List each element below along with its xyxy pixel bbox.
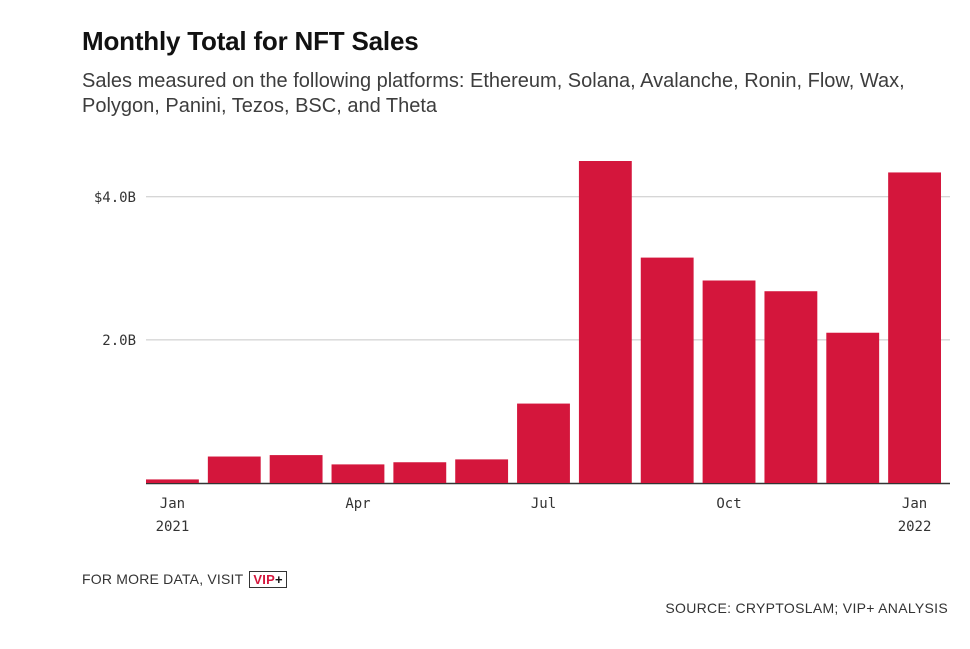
y-axis-ticks: $4.0B 2.0B (94, 190, 136, 349)
bar-may-2021 (393, 462, 447, 483)
bar-apr-2021 (331, 464, 385, 483)
x-tick-label: Oct (716, 496, 741, 512)
bar-sep-2021 (640, 257, 694, 483)
bar-jan-2021 (146, 479, 199, 483)
x-tick-label: Jul (531, 496, 556, 512)
bar-jul-2021 (517, 403, 570, 483)
chart-subtitle: Sales measured on the following platform… (82, 70, 905, 117)
x-tick-year-label: 2021 (156, 519, 190, 535)
bar-chart: $4.0B 2.0B Jan 2021 Apr Jul Oct Jan 2022 (94, 161, 950, 535)
bar-dec-2021 (826, 332, 880, 483)
visit-text: FOR MORE DATA, VISIT (82, 571, 244, 587)
vip-label: VIP (253, 572, 275, 587)
bar-nov-2021 (764, 291, 818, 483)
bar-layer (146, 161, 941, 483)
bar-aug-2021 (578, 161, 632, 483)
x-tick-label: Apr (345, 496, 370, 512)
bar-mar-2021 (269, 455, 323, 483)
chart-title: Monthly Total for NFT Sales (82, 26, 419, 56)
bar-oct-2021 (702, 280, 756, 483)
y-tick-label: 2.0B (102, 333, 136, 349)
x-tick-label: Jan (902, 496, 927, 512)
footer-visit: FOR MORE DATA, VISIT VIP+ (82, 571, 287, 588)
x-tick-year-label: 2022 (898, 519, 932, 535)
y-tick-label: $4.0B (94, 190, 136, 206)
bar-jan-2022 (888, 172, 941, 483)
vip-plus-sign: + (274, 572, 283, 587)
x-axis-ticks: Jan 2021 Apr Jul Oct Jan 2022 (156, 496, 932, 535)
vip-plus-link[interactable]: VIP+ (249, 571, 287, 588)
bar-jun-2021 (455, 459, 509, 483)
bar-feb-2021 (207, 456, 261, 483)
source-note: SOURCE: CRYPTOSLAM; VIP+ ANALYSIS (665, 600, 948, 616)
x-tick-label: Jan (160, 496, 185, 512)
